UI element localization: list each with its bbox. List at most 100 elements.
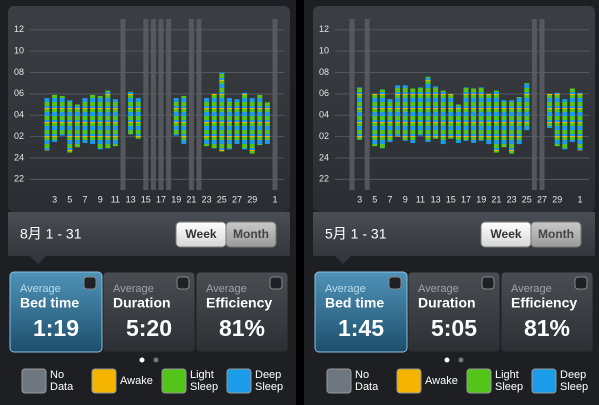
sleep-bar [219,72,225,152]
stat-label: Efficiency [206,295,272,311]
sleep-bar [417,87,423,136]
segment-button-label[interactable]: Month [233,227,269,241]
callout-arrow [30,256,46,264]
x-tick-label: 27 [537,194,547,204]
sleep-bar [44,98,50,151]
sleep-bar [379,89,385,149]
sleep-bar [455,104,461,143]
stat-value: 5:20 [126,315,172,341]
sleep-bar [410,88,416,143]
y-tick-label: 02 [14,131,24,141]
y-tick-label: 04 [319,110,329,120]
legend-label: Sleep [495,381,523,393]
sleep-bar [52,94,58,142]
sleep-bar [463,87,469,141]
stat-top: Average [206,283,247,295]
no-data-column [150,19,156,190]
legend-label: Deep [560,369,586,381]
legend-label: Sleep [190,381,218,393]
stat-value: 5:05 [431,315,477,341]
legend-swatch [91,368,117,394]
sleep-bar [90,94,96,145]
legend-label: Awake [120,375,153,387]
no-data-column [196,19,202,190]
stat-card[interactable] [407,271,501,353]
x-tick-label: 7 [82,194,87,204]
legend-label: Light [190,369,214,381]
sleep-bar [67,100,73,153]
legend-label: Deep [255,369,281,381]
y-tick-label: 08 [319,67,329,77]
sleep-bar [433,86,439,139]
y-tick-label: 22 [14,174,24,184]
no-data-column [531,19,537,190]
x-tick-label: 11 [416,194,425,204]
stat-label: Bed time [325,295,384,311]
no-data-column [158,19,164,190]
sleep-bar [264,102,270,145]
x-tick-label: 29 [247,194,257,204]
legend-swatch [396,368,422,394]
chart-area [313,6,595,212]
stat-label: Efficiency [511,295,577,311]
no-data-column [272,19,278,190]
y-tick-label: 04 [14,110,24,120]
no-data-column [539,19,545,190]
x-tick-label: 7 [387,194,392,204]
sleep-bar [128,91,134,135]
sleep-bar [554,92,560,147]
stat-card[interactable] [500,271,594,353]
date-range: 5月 1 - 31 [325,226,387,242]
segment-button-label[interactable]: Month [538,227,574,241]
no-data-column [349,19,355,190]
x-tick-label: 23 [202,194,212,204]
stat-top: Average [511,283,552,295]
sleep-bar [74,104,80,148]
segment-button-label[interactable]: Week [185,227,216,241]
x-tick-label: 29 [552,194,562,204]
sleep-bar [440,90,446,145]
sleep-bar [478,87,484,141]
stat-card[interactable] [314,271,408,353]
chart-icon [176,276,190,290]
stat-card[interactable] [102,271,196,353]
y-tick-label: 02 [319,131,329,141]
sleep-bar [97,95,103,150]
segment-button[interactable] [530,221,582,248]
chart-area [8,6,290,212]
sleep-bar [402,85,408,141]
y-tick-label: 12 [319,24,329,34]
stat-value: 81% [524,315,570,341]
segment-button-label[interactable]: Week [490,227,521,241]
stat-top: Average [20,283,61,295]
sleep-bar [357,87,363,140]
no-data-column [364,19,370,190]
legend-label: No [355,369,369,381]
chart-icon [83,276,97,290]
x-tick-label: 5 [67,194,72,204]
stat-top: Average [113,283,154,295]
sleep-bar [562,99,568,150]
page-dot [139,357,145,363]
sleep-bar [577,92,583,151]
y-tick-label: 06 [14,88,24,98]
y-tick-label: 10 [319,45,329,55]
stat-value: 1:19 [33,315,79,341]
sleep-bar [471,88,477,143]
legend-label: Sleep [255,381,283,393]
chart-icon [388,276,402,290]
x-tick-label: 23 [507,194,517,204]
legend-label: Awake [425,375,458,387]
x-tick-label: 13 [126,194,136,204]
stat-top: Average [418,283,459,295]
stat-top: Average [325,283,366,295]
x-tick-label: 9 [98,194,103,204]
stat-label: Duration [113,295,171,311]
segment-button[interactable] [225,221,277,248]
y-tick-label: 08 [14,67,24,77]
sleep-bar [181,95,187,145]
sleep-bar [387,99,393,142]
x-tick-label: 21 [186,194,196,204]
stat-card[interactable] [195,271,289,353]
stat-card[interactable] [9,271,103,353]
